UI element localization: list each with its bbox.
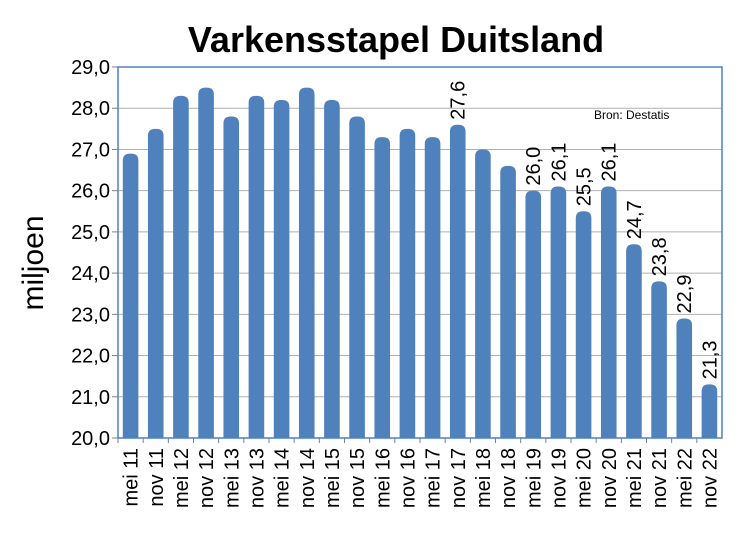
x-tick-label: nov 19 [548,448,570,508]
x-tick-label: nov 14 [297,448,319,508]
bar [298,87,315,438]
bar [600,186,617,438]
bar [475,149,491,438]
bar [525,190,542,438]
x-tick-label: nov 12 [196,448,218,508]
x-tick-label: nov 21 [649,448,671,508]
bar [449,124,466,438]
data-label: 27,6 [448,81,470,120]
bar [273,99,290,438]
x-tick-label: nov 22 [699,448,721,508]
bar [198,87,214,438]
x-tick-label: mei 16 [372,448,394,508]
bar [550,186,567,438]
bar [324,99,340,438]
bar [223,116,240,438]
y-tick-label: 22,0 [71,346,110,368]
x-tick-label: mei 21 [624,448,646,508]
y-axis-label: miljoen [17,215,50,310]
data-label: 24,7 [624,200,646,239]
x-tick-label: mei 14 [272,448,294,508]
data-label: 26,1 [548,143,570,182]
x-tick-label: nov 11 [146,448,168,507]
data-label: 26,0 [523,147,545,186]
y-tick-label: 23,0 [71,304,110,326]
y-tick-label: 27,0 [71,139,110,161]
x-tick-label: nov 18 [498,448,520,508]
bar [173,95,189,438]
bar [122,153,139,439]
bars [122,87,718,439]
data-label: 22,9 [674,275,696,314]
y-tick-label: 28,0 [71,98,110,120]
bar [349,116,365,438]
plot-frame [117,66,723,439]
bar [626,244,642,438]
data-label: 26,1 [599,143,621,182]
y-tick-label: 20,0 [71,428,110,450]
x-tick-label: mei 20 [574,448,596,508]
x-tick-label: mei 15 [322,448,344,508]
x-tick-label: mei 12 [171,448,193,508]
x-tick-label: mei 19 [523,448,545,508]
y-tick-label: 26,0 [71,181,110,203]
x-tick-labels: mei 11 nov 11 mei 12 nov 12 mei 13 nov 13 mei … [121,448,722,508]
y-tick-label: 29,0 [71,57,110,79]
y-tick-label: 24,0 [71,263,110,285]
bar [701,384,718,438]
x-tick-label: mei 13 [221,448,243,508]
data-label: 23,8 [649,237,671,276]
x-tick-label: mei 18 [473,448,495,508]
y-tick-label: 21,0 [71,387,110,409]
y-tick-labels: 20,0 21,0 22,0 23,0 24,0 25,0 26,0 27,0 28,0 29,0 [71,57,110,450]
x-tick-label: nov 15 [347,448,369,508]
y-tick-label: 25,0 [71,222,110,244]
x-tick-label: mei 22 [674,448,696,508]
bar [676,318,693,438]
x-tick-label: mei 17 [423,448,445,508]
bar [147,128,164,439]
x-tick-label: mei 11 [121,448,143,507]
bar [500,165,516,438]
bar [399,128,416,439]
x-tick-label: nov 20 [599,448,621,508]
x-tick-label: nov 13 [246,448,268,508]
source-note: Bron: Destatis [594,108,669,122]
data-labels: 27,626,0 26,125,526,124,723,822,921,3 [448,81,722,380]
bar [374,137,391,439]
bar [248,95,265,438]
data-label: 25,5 [574,167,596,206]
x-tick-label: nov 16 [397,448,419,508]
chart-title: Varkensstapel Duitsland [188,19,604,60]
data-label: 21,3 [699,340,721,379]
bar [651,281,667,438]
x-tick-label: nov 17 [448,448,470,508]
bar [424,137,441,439]
bar [575,211,592,438]
